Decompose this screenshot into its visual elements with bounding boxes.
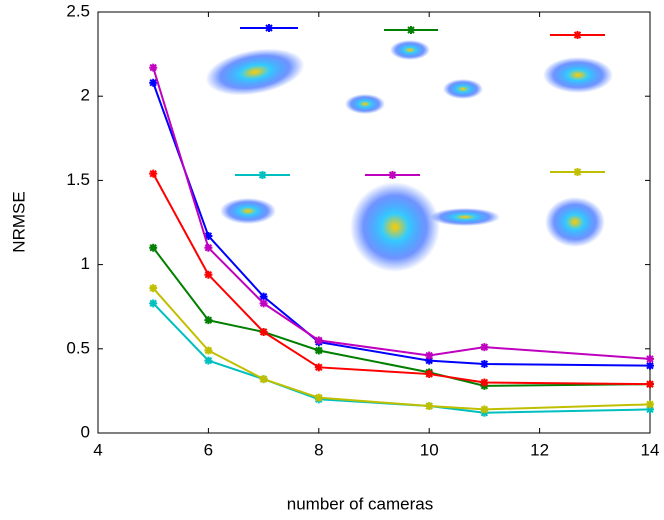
marker	[149, 299, 158, 308]
legend-marker	[388, 171, 397, 179]
marker	[204, 316, 213, 325]
marker	[149, 243, 158, 252]
x-tick-label: 12	[530, 440, 549, 459]
marker	[314, 393, 323, 402]
legend-marker	[573, 31, 582, 39]
marker	[425, 356, 434, 365]
y-axis-label: NRMSE	[9, 191, 28, 252]
y-tick-label: 2.5	[66, 1, 90, 20]
series-line	[152, 287, 651, 411]
marker	[149, 284, 158, 293]
x-tick-label: 6	[204, 440, 213, 459]
marker	[425, 370, 434, 379]
marker	[149, 169, 158, 178]
inset-images	[205, 40, 613, 272]
marker	[259, 292, 268, 301]
x-tick-label: 14	[641, 440, 660, 459]
marker	[204, 356, 213, 365]
marker	[149, 78, 158, 87]
series-line	[152, 302, 651, 414]
marker	[259, 299, 268, 308]
marker	[204, 243, 213, 252]
marker	[314, 336, 323, 345]
x-axis-label: number of cameras	[287, 494, 433, 513]
marker	[646, 354, 654, 363]
marker	[314, 346, 323, 355]
legend-marker	[265, 24, 273, 32]
marker	[646, 361, 654, 370]
marker	[149, 63, 158, 72]
marker	[259, 375, 268, 384]
marker	[314, 363, 323, 372]
y-tick-label: 2	[81, 86, 90, 105]
x-tick-label: 8	[314, 440, 323, 459]
legend-marker	[573, 168, 582, 176]
y-tick-label: 0	[81, 422, 90, 441]
marker	[425, 351, 434, 360]
marker	[646, 380, 654, 389]
marker	[646, 400, 654, 409]
marker	[204, 231, 213, 240]
marker	[480, 378, 489, 387]
marker	[480, 343, 489, 352]
legend-marker	[258, 171, 267, 179]
marker	[646, 405, 654, 414]
x-tick-label: 4	[93, 440, 102, 459]
marker	[480, 405, 489, 414]
marker	[204, 270, 213, 279]
marker	[425, 402, 434, 411]
marker	[204, 346, 213, 355]
plot-frame	[97, 11, 651, 434]
legend-marker	[407, 26, 415, 34]
marker	[480, 359, 489, 368]
y-tick-label: 1	[81, 254, 90, 273]
y-tick-label: 1.5	[66, 170, 90, 189]
x-tick-label: 10	[420, 440, 439, 459]
marker	[259, 327, 268, 336]
y-tick-label: 0.5	[66, 338, 90, 357]
